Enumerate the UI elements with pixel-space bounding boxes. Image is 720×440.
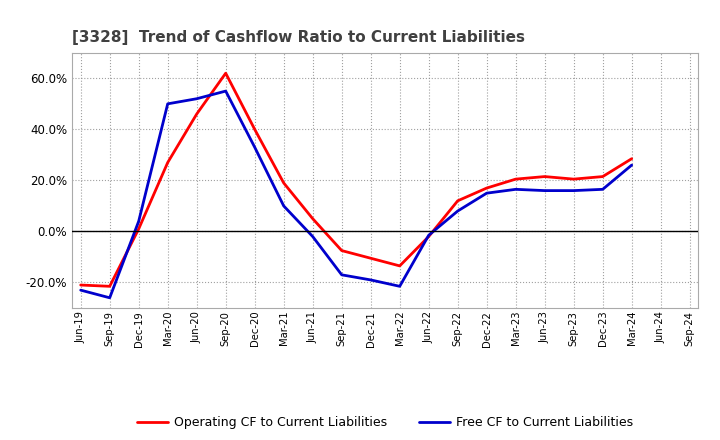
Free CF to Current Liabilities — [627, 162, 636, 168]
Operating CF to Current Liabilities — [135, 226, 143, 231]
Operating CF to Current Liabilities — [454, 198, 462, 203]
Free CF to Current Liabilities — [482, 191, 491, 196]
Free CF to Current Liabilities — [308, 234, 317, 239]
Free CF to Current Liabilities — [251, 145, 259, 150]
Operating CF to Current Liabilities — [395, 263, 404, 268]
Free CF to Current Liabilities — [279, 203, 288, 209]
Free CF to Current Liabilities — [192, 96, 201, 101]
Operating CF to Current Liabilities — [627, 156, 636, 161]
Operating CF to Current Liabilities — [570, 176, 578, 182]
Free CF to Current Liabilities — [541, 188, 549, 193]
Free CF to Current Liabilities — [135, 219, 143, 224]
Operating CF to Current Liabilities — [541, 174, 549, 179]
Free CF to Current Liabilities — [338, 272, 346, 278]
Free CF to Current Liabilities — [511, 187, 520, 192]
Operating CF to Current Liabilities — [279, 180, 288, 186]
Free CF to Current Liabilities — [76, 287, 85, 293]
Operating CF to Current Liabilities — [105, 284, 114, 289]
Operating CF to Current Liabilities — [511, 176, 520, 182]
Operating CF to Current Liabilities — [338, 248, 346, 253]
Operating CF to Current Liabilities — [424, 234, 433, 239]
Operating CF to Current Liabilities — [482, 185, 491, 191]
Operating CF to Current Liabilities — [251, 127, 259, 132]
Operating CF to Current Liabilities — [598, 174, 607, 179]
Operating CF to Current Liabilities — [192, 111, 201, 117]
Free CF to Current Liabilities — [598, 187, 607, 192]
Text: [3328]  Trend of Cashflow Ratio to Current Liabilities: [3328] Trend of Cashflow Ratio to Curren… — [72, 29, 525, 45]
Free CF to Current Liabilities — [366, 277, 375, 282]
Free CF to Current Liabilities — [454, 209, 462, 214]
Free CF to Current Liabilities — [163, 101, 172, 106]
Free CF to Current Liabilities — [570, 188, 578, 193]
Operating CF to Current Liabilities — [163, 160, 172, 165]
Line: Operating CF to Current Liabilities: Operating CF to Current Liabilities — [81, 73, 631, 286]
Free CF to Current Liabilities — [221, 88, 230, 94]
Line: Free CF to Current Liabilities: Free CF to Current Liabilities — [81, 91, 631, 298]
Operating CF to Current Liabilities — [221, 70, 230, 76]
Operating CF to Current Liabilities — [76, 282, 85, 288]
Legend: Operating CF to Current Liabilities, Free CF to Current Liabilities: Operating CF to Current Liabilities, Fre… — [132, 411, 639, 434]
Operating CF to Current Liabilities — [308, 216, 317, 221]
Free CF to Current Liabilities — [424, 233, 433, 238]
Operating CF to Current Liabilities — [366, 256, 375, 261]
Free CF to Current Liabilities — [105, 295, 114, 301]
Free CF to Current Liabilities — [395, 284, 404, 289]
